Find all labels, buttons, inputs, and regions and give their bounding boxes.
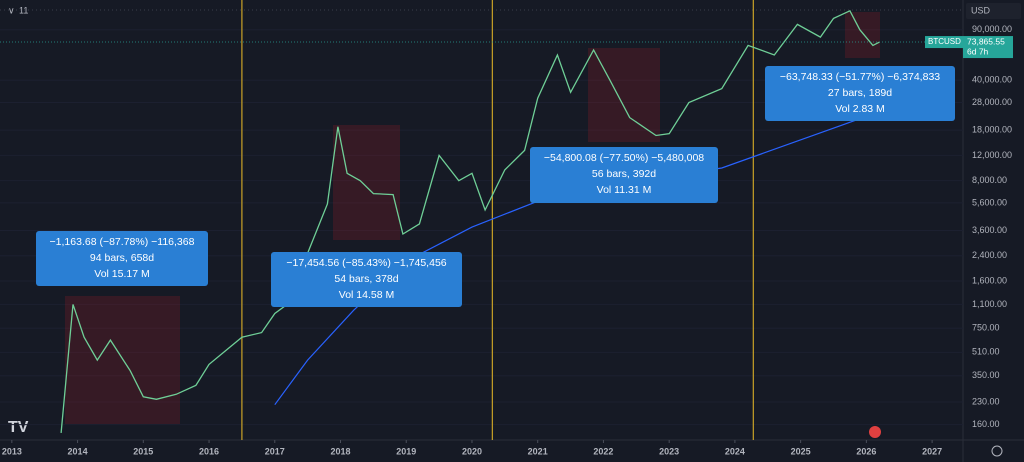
y-tick-label: 90,000.00 xyxy=(972,24,1012,34)
measure-text: Vol 2.83 M xyxy=(835,103,885,115)
measure-text: −63,748.33 (−51.77%) −6,374,833 xyxy=(780,71,940,83)
measure-text: 54 bars, 378d xyxy=(334,273,398,285)
x-tick-label: 2013 xyxy=(2,446,22,456)
interval[interactable]: 11 xyxy=(19,5,28,15)
x-tick-label: 2026 xyxy=(856,446,876,456)
interval-chevron[interactable]: ∨ xyxy=(8,5,15,15)
x-tick-label: 2015 xyxy=(133,446,153,456)
x-tick-label: 2022 xyxy=(593,446,613,456)
measure-text: −1,163.68 (−87.78%) −116,368 xyxy=(50,236,195,248)
symbol-tag xyxy=(925,36,963,49)
last-price: 73,865.55 xyxy=(967,36,1005,46)
y-tick-label: 1,100.00 xyxy=(972,299,1007,309)
y-tick-label: 2,400.00 xyxy=(972,250,1007,260)
currency-button[interactable] xyxy=(966,3,1021,19)
price-line xyxy=(60,9,880,433)
y-tick-label: 750.00 xyxy=(972,323,1000,333)
x-tick-label: 2017 xyxy=(265,446,285,456)
y-tick-label: 12,000.00 xyxy=(972,150,1012,160)
settings-icon[interactable] xyxy=(991,445,1003,457)
y-tick-label: 350.00 xyxy=(972,370,1000,380)
measure-text: Vol 11.31 M xyxy=(597,184,652,196)
y-tick-label: 3,600.00 xyxy=(972,225,1007,235)
measure-text: 56 bars, 392d xyxy=(592,168,656,180)
measure-range xyxy=(845,12,880,58)
measure-text: Vol 14.58 M xyxy=(339,289,394,301)
x-tick-label: 2021 xyxy=(528,446,548,456)
measure-text: 94 bars, 658d xyxy=(90,252,154,264)
measure-box xyxy=(765,66,955,121)
x-tick-label: 2018 xyxy=(330,446,350,456)
measure-text: Vol 15.17 M xyxy=(94,268,149,280)
x-tick-label: 2027 xyxy=(922,446,942,456)
y-tick-label: 5,600.00 xyxy=(972,197,1007,207)
x-tick-label: 2025 xyxy=(791,446,811,456)
symbol: BTCUSD xyxy=(928,37,961,46)
measure-text: −17,454.56 (−85.43%) −1,745,456 xyxy=(286,257,446,269)
price-tag xyxy=(963,36,1013,59)
x-tick-label: 2020 xyxy=(462,446,482,456)
y-tick-label: 8,000.00 xyxy=(972,175,1007,185)
x-tick-label: 2024 xyxy=(725,446,745,456)
measure-box xyxy=(271,252,462,307)
y-tick-label: 230.00 xyxy=(972,396,1000,406)
measure-box xyxy=(530,147,718,203)
currency[interactable]: USD xyxy=(971,5,991,15)
y-tick-label: 18,000.00 xyxy=(972,124,1012,134)
x-tick-label: 2016 xyxy=(199,446,219,456)
countdown: 6d 7h xyxy=(967,46,989,56)
x-tick-label: 2014 xyxy=(68,446,88,456)
measure-box xyxy=(36,231,208,286)
y-tick-label: 510.00 xyxy=(972,347,1000,357)
tv-logo[interactable]: TV xyxy=(8,419,29,436)
event-flag[interactable] xyxy=(869,426,881,438)
y-tick-label: 28,000.00 xyxy=(972,97,1012,107)
y-tick-label: 160.00 xyxy=(972,419,1000,429)
x-tick-label: 2023 xyxy=(659,446,679,456)
measure-range xyxy=(333,125,400,240)
y-tick-label: 1,600.00 xyxy=(972,275,1007,285)
measure-text: −54,800.08 (−77.50%) −5,480,008 xyxy=(544,152,704,164)
measure-text: 27 bars, 189d xyxy=(828,87,892,99)
y-tick-label: 40,000.00 xyxy=(972,75,1012,85)
measure-range xyxy=(588,48,660,142)
x-tick-label: 2019 xyxy=(396,446,416,456)
measure-range xyxy=(65,296,180,424)
